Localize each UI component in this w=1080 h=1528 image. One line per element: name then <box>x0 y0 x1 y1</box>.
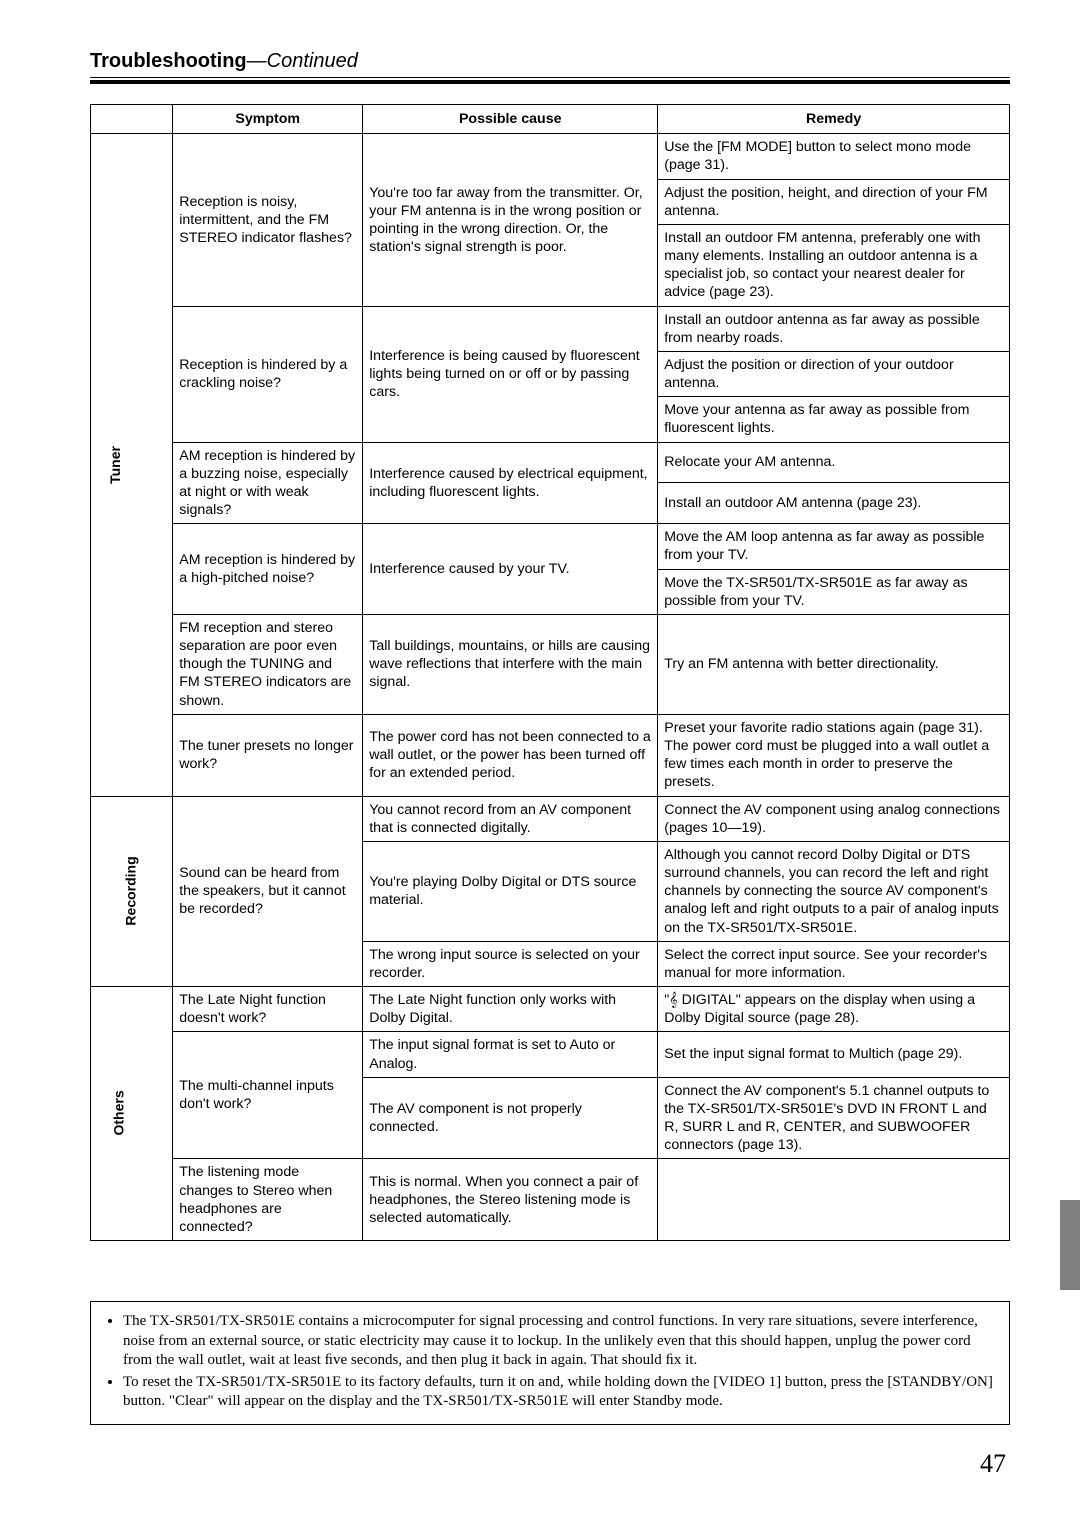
table-header-row: Symptom Possible cause Remedy <box>91 105 1010 134</box>
remedy: Preset your favorite radio stations agai… <box>658 714 1010 796</box>
cause: You cannot record from an AV component t… <box>363 796 658 841</box>
category-tuner: Tuner <box>91 134 173 796</box>
remedy: Move the AM loop antenna as far away as … <box>658 524 1010 569</box>
cause: Tall buildings, mountains, or hills are … <box>363 614 658 714</box>
heading-sep: — <box>247 50 267 72</box>
remedy: Relocate your AM antenna. <box>658 442 1010 483</box>
symptom: AM reception is hindered by a high-pitch… <box>173 524 363 615</box>
remedy: Although you cannot record Dolby Digital… <box>658 841 1010 941</box>
note-item: To reset the TX-SR501/TX-SR501E to its f… <box>123 1373 995 1412</box>
symptom: Reception is noisy, intermittent, and th… <box>173 134 363 306</box>
cause: This is normal. When you connect a pair … <box>363 1159 658 1241</box>
category-others: Others <box>91 987 173 1241</box>
note-item: The TX-SR501/TX-SR501E contains a microc… <box>123 1312 995 1371</box>
category-recording: Recording <box>91 796 173 987</box>
troubleshooting-table: Symptom Possible cause Remedy Tuner Rece… <box>90 104 1010 1241</box>
page: Troubleshooting—Continued Symptom Possib… <box>0 0 1080 1519</box>
side-tab <box>1060 1200 1080 1290</box>
heading-bold: Troubleshooting <box>90 50 247 72</box>
symptom: AM reception is hindered by a buzzing no… <box>173 442 363 524</box>
table-row: The listening mode changes to Stereo whe… <box>91 1159 1010 1241</box>
page-number: 47 <box>90 1449 1010 1479</box>
symptom: Reception is hindered by a crackling noi… <box>173 306 363 442</box>
remedy: Move the TX-SR501/TX-SR501E as far away … <box>658 569 1010 614</box>
symptom: The multi-channel inputs don't work? <box>173 1032 363 1159</box>
cause: The power cord has not been connected to… <box>363 714 658 796</box>
notes-box: The TX-SR501/TX-SR501E contains a microc… <box>90 1301 1010 1425</box>
remedy: Use the [FM MODE] button to select mono … <box>658 134 1010 179</box>
table-row: Others The Late Night function doesn't w… <box>91 987 1010 1032</box>
cause: Interference caused by electrical equipm… <box>363 442 658 524</box>
table-row: AM reception is hindered by a buzzing no… <box>91 442 1010 483</box>
remedy: "𝄞 DIGITAL" appears on the display when … <box>658 987 1010 1032</box>
page-heading: Troubleshooting—Continued <box>90 50 1010 73</box>
remedy: Adjust the position, height, and directi… <box>658 179 1010 224</box>
remedy: Install an outdoor AM antenna (page 23). <box>658 483 1010 524</box>
symptom: The listening mode changes to Stereo whe… <box>173 1159 363 1241</box>
heading-italic: Continued <box>267 50 358 72</box>
remedy: Install an outdoor FM antenna, preferabl… <box>658 224 1010 306</box>
symptom: The Late Night function doesn't work? <box>173 987 363 1032</box>
symptom: Sound can be heard from the speakers, bu… <box>173 796 363 987</box>
remedy: Set the input signal format to Multich (… <box>658 1032 1010 1077</box>
cause: The Late Night function only works with … <box>363 987 658 1032</box>
remedy: Connect the AV component using analog co… <box>658 796 1010 841</box>
symptom: FM reception and stereo separation are p… <box>173 614 363 714</box>
remedy: Try an FM antenna with better directiona… <box>658 614 1010 714</box>
table-row: Reception is hindered by a crackling noi… <box>91 306 1010 351</box>
cause: Interference is being caused by ﬂuoresce… <box>363 306 658 442</box>
remedy: Adjust the position or direction of your… <box>658 351 1010 396</box>
remedy: Select the correct input source. See you… <box>658 941 1010 986</box>
cause: The input signal format is set to Auto o… <box>363 1032 658 1077</box>
remedy: Connect the AV component's 5.1 channel o… <box>658 1077 1010 1159</box>
col-category <box>91 105 173 134</box>
remedy: Install an outdoor antenna as far away a… <box>658 306 1010 351</box>
table-row: AM reception is hindered by a high-pitch… <box>91 524 1010 569</box>
table-row: Tuner Reception is noisy, intermittent, … <box>91 134 1010 179</box>
cause: Interference caused by your TV. <box>363 524 658 615</box>
remedy <box>658 1159 1010 1241</box>
cause: The wrong input source is selected on yo… <box>363 941 658 986</box>
table-row: The multi-channel inputs don't work? The… <box>91 1032 1010 1077</box>
cause: You're too far away from the transmitter… <box>363 134 658 306</box>
cause: The AV component is not properly connect… <box>363 1077 658 1159</box>
table-row: The tuner presets no longer work? The po… <box>91 714 1010 796</box>
col-cause: Possible cause <box>363 105 658 134</box>
remedy: Move your antenna as far away as possibl… <box>658 397 1010 442</box>
table-row: Recording Sound can be heard from the sp… <box>91 796 1010 841</box>
heading-rule: Troubleshooting—Continued <box>90 50 1010 84</box>
symptom: The tuner presets no longer work? <box>173 714 363 796</box>
table-row: FM reception and stereo separation are p… <box>91 614 1010 714</box>
col-remedy: Remedy <box>658 105 1010 134</box>
col-symptom: Symptom <box>173 105 363 134</box>
cause: You're playing Dolby Digital or DTS sour… <box>363 841 658 941</box>
